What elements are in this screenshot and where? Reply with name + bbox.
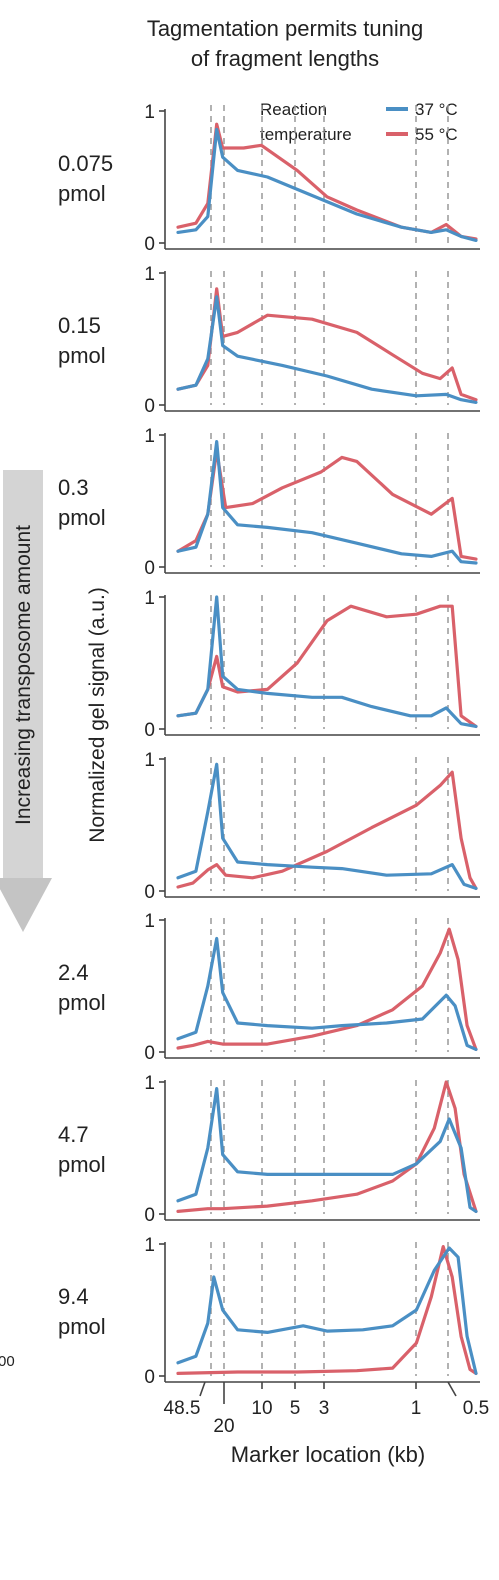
x-axis-label: Marker location (kb) <box>231 1442 425 1467</box>
side-arrow: Increasing transposome amount <box>0 470 52 932</box>
side-arrow-head <box>0 878 52 932</box>
y-axis-label: Normalized gel signal (a.u.) <box>86 587 109 843</box>
panel-1: 1 0 0.075 pmol <box>58 102 480 255</box>
series-37C-line <box>176 1087 478 1213</box>
side-arrow-label: Increasing transposome amount <box>12 525 35 825</box>
panel-label-unit: pmol <box>58 1314 106 1339</box>
series-37C-line <box>176 1246 478 1375</box>
x-tick-0 <box>199 1381 206 1397</box>
legend-label-37: 37 °C <box>415 100 458 119</box>
y-tick-label-1: 1 <box>144 750 155 771</box>
legend: Reaction temperature 37 °C 55 °C <box>260 100 458 144</box>
side-arrow-shaft <box>3 470 43 890</box>
y-tick-label-1: 1 <box>144 264 155 285</box>
legend-title-line1: Reaction <box>260 100 327 119</box>
panel-7: 1 0 4.7 pmol <box>58 1073 480 1226</box>
panels: 100.075pmol100.15pmol100.3pmol1010102.4p… <box>58 102 480 1388</box>
legend-title-line2: temperature <box>260 125 352 144</box>
series-37C-line <box>176 440 478 565</box>
panel-label-amount: 0.075 <box>58 151 113 176</box>
y-tick-label-1: 1 <box>144 1073 155 1094</box>
y-tick-label-0: 0 <box>144 1367 155 1388</box>
x-tick-label-5: 1 <box>411 1398 422 1419</box>
y-tick-label-1: 1 <box>144 102 155 123</box>
y-tick-label-0: 0 <box>144 558 155 579</box>
panel-label-unit: pmol <box>58 990 106 1015</box>
series-55C-line <box>176 1245 478 1375</box>
panel-4: 10 <box>144 588 480 741</box>
series-37C-line <box>176 762 478 890</box>
panel-label-unit: pmol <box>58 505 106 530</box>
panel-8: 1 0 9.4 pmol <box>58 1235 480 1388</box>
panel-label-amount: 9.4 <box>58 1284 89 1309</box>
x-tick-label-0: 48.5 <box>164 1398 201 1419</box>
panel-label-unit: pmol <box>58 181 106 206</box>
series-55C-line <box>176 927 478 1051</box>
y-tick-label-1: 1 <box>144 1235 155 1256</box>
y-tick-label-0: 0 <box>144 1043 155 1064</box>
y-tick-label-0: 0 <box>144 1205 155 1226</box>
panel-5: 10 <box>144 750 480 903</box>
x-tick-label-1: 20 <box>213 1416 234 1437</box>
panel-label-unit: pmol <box>58 343 106 368</box>
cropped-left-text: 00 <box>0 1353 15 1370</box>
y-tick-label-0: 0 <box>144 396 155 417</box>
series-37C-line <box>176 595 478 728</box>
y-tick-label-1: 1 <box>144 911 155 932</box>
legend-label-55: 55 °C <box>415 125 458 144</box>
y-tick-label-0: 0 <box>144 720 155 741</box>
chart-title-line2: of fragment lengths <box>191 46 379 71</box>
panel-label-amount: 4.7 <box>58 1122 89 1147</box>
series-37C-line <box>176 295 478 404</box>
series-55C-line <box>176 770 478 890</box>
panel-label-amount: 0.15 <box>58 313 101 338</box>
panel-3: 1 0 0.3 pmol <box>58 426 480 579</box>
panel-label-amount: 2.4 <box>58 960 89 985</box>
series-37C-line <box>176 127 478 242</box>
panel-label-unit: pmol <box>58 1152 106 1177</box>
series-55C-line <box>176 604 478 728</box>
y-tick-label-1: 1 <box>144 588 155 609</box>
x-axis: 48.5 20 10 5 3 1 0.5 <box>164 1381 489 1437</box>
panel-2: 1 0 0.15 pmol <box>58 264 480 417</box>
x-tick-6 <box>447 1381 457 1397</box>
x-tick-label-4: 3 <box>319 1398 330 1419</box>
y-tick-label-0: 0 <box>144 882 155 903</box>
panel-6: 1 0 2.4 pmol <box>58 911 480 1064</box>
x-tick-label-6: 0.5 <box>463 1398 489 1419</box>
panel-label-amount: 0.3 <box>58 475 89 500</box>
x-tick-label-3: 5 <box>290 1398 301 1419</box>
y-tick-label-1: 1 <box>144 426 155 447</box>
y-tick-label-0: 0 <box>144 234 155 255</box>
series-55C-line <box>176 1080 478 1213</box>
chart-title-line1: Tagmentation permits tuning <box>147 16 423 41</box>
series-37C-line <box>176 936 478 1051</box>
x-tick-label-2: 10 <box>251 1398 272 1419</box>
